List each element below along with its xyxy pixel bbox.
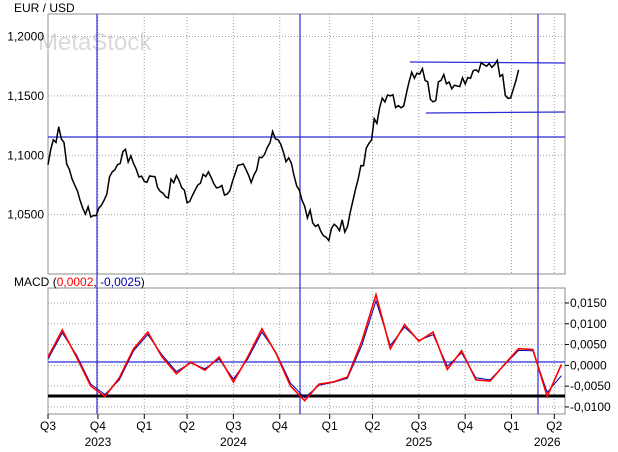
price-axis: 1,2000 1,1500 1,1000 1,0500 — [7, 30, 44, 222]
price-tick-label: 1,1500 — [7, 89, 44, 103]
signal-series-line — [47, 299, 562, 399]
year-tick-label: 2026 — [534, 435, 561, 449]
quarter-tick-label: Q2 — [179, 419, 195, 433]
quarter-tick-label: Q4 — [90, 419, 106, 433]
quarter-tick-label: Q2 — [364, 419, 380, 433]
price-tick-label: 1,0500 — [7, 208, 44, 222]
quarter-tick-label: Q1 — [136, 419, 152, 433]
macd-series-line — [47, 291, 563, 402]
signal-legend-value: -0,0025 — [100, 275, 141, 289]
year-tick-label: 2025 — [405, 435, 432, 449]
quarter-tick-label: Q4 — [457, 419, 473, 433]
macd-legend-open: ( — [53, 275, 57, 289]
macd-legend-sep: , — [93, 275, 100, 289]
quarter-tick-label: Q4 — [272, 419, 288, 433]
macd-tick-label: 0,0000 — [570, 358, 607, 372]
price-chart-title: EUR / USD — [14, 1, 75, 15]
trend-lines — [48, 14, 566, 414]
macd-tick-label: 0,0100 — [570, 317, 607, 331]
quarter-tick-label: Q1 — [322, 419, 338, 433]
macd-tick-label: 0,0050 — [570, 338, 607, 352]
channel-bottom-line — [425, 111, 566, 114]
channel-top-line — [409, 61, 566, 64]
year-tick-label: 2024 — [220, 435, 247, 449]
macd-grid — [47, 288, 565, 414]
quarter-tick-label: Q3 — [40, 419, 56, 433]
macd-tick-label: -0,0050 — [570, 379, 611, 393]
macd-tick-label: 0,0150 — [570, 296, 607, 310]
macd-label: MACD — [14, 275, 50, 289]
price-tick-label: 1,2000 — [7, 30, 44, 44]
macd-chart-title: MACD (0,0002, -0,0025) — [14, 275, 145, 289]
quarter-tick-label: Q3 — [411, 419, 427, 433]
watermark: MetaStock — [38, 29, 152, 56]
macd-legend-value: 0,0002 — [57, 275, 94, 289]
year-tick-label: 2023 — [85, 435, 112, 449]
quarter-tick-label: Q3 — [225, 419, 241, 433]
x-axis: Q3 Q4 Q1 Q2 Q3 Q4 Q1 Q2 Q3 Q4 Q1 Q2 2023 2024 2025 2026 — [40, 414, 563, 449]
price-series-line — [47, 58, 520, 243]
price-tick-label: 1,1000 — [7, 148, 44, 162]
macd-tick-label: -0,0100 — [570, 400, 611, 414]
macd-axis: 0,0150 0,0100 0,0050 0,0000 -0,0050 -0,0100 — [565, 296, 611, 414]
quarter-tick-label: Q1 — [504, 419, 520, 433]
macd-legend-close: ) — [141, 275, 145, 289]
quarter-tick-label: Q2 — [546, 419, 562, 433]
